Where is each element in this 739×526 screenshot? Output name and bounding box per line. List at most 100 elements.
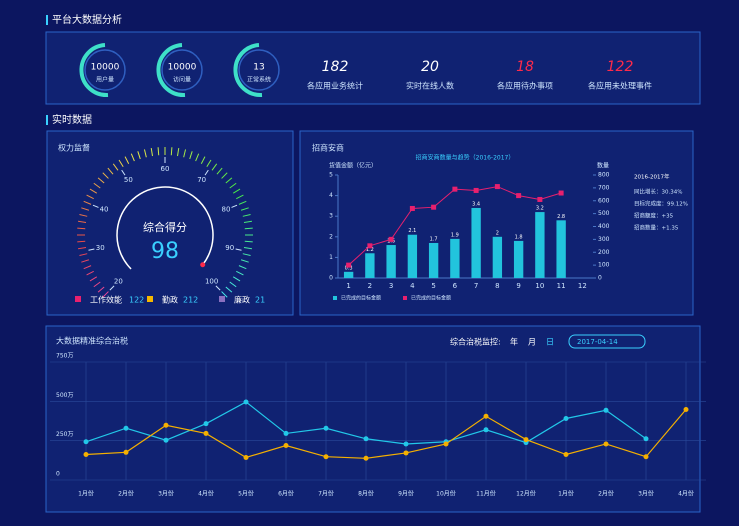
gauge-scale bbox=[238, 200, 247, 205]
x-tick-label: 12月份 bbox=[516, 490, 536, 498]
gauge-tick-label: 100 bbox=[205, 278, 218, 286]
line bbox=[85, 409, 687, 459]
stat-value: 182 bbox=[322, 59, 349, 75]
bar-label: 1.9 bbox=[451, 232, 459, 238]
note: 2016-2017年 bbox=[634, 173, 670, 181]
x-tick-label: 5月份 bbox=[238, 490, 254, 498]
ring-label: 访问量 bbox=[173, 76, 191, 84]
bar-label: 3.4 bbox=[472, 201, 480, 207]
bar bbox=[407, 234, 418, 278]
x-tick-label: 11月份 bbox=[476, 490, 496, 498]
gauge-scale bbox=[216, 167, 223, 175]
bar bbox=[535, 212, 545, 278]
line-point bbox=[558, 190, 564, 196]
page-title: 平台大数据分析 bbox=[52, 13, 122, 26]
bar bbox=[428, 242, 439, 278]
line-point bbox=[431, 204, 437, 210]
gauge-scale bbox=[112, 163, 119, 171]
line-point bbox=[643, 454, 649, 460]
gauge-tick bbox=[235, 248, 242, 251]
gauge-tick-label: 90 bbox=[225, 244, 234, 252]
bar-label: 2 bbox=[496, 230, 499, 236]
line-point bbox=[388, 236, 394, 242]
line-point bbox=[163, 437, 169, 443]
gauge-tick-label: 40 bbox=[100, 206, 109, 214]
gauge-scale bbox=[221, 291, 228, 298]
legend-value: 122 bbox=[129, 296, 144, 305]
legend-value: 21 bbox=[255, 296, 265, 305]
line-point bbox=[283, 430, 289, 436]
gauge-center-label: 综合得分 bbox=[143, 220, 187, 234]
line-point bbox=[363, 436, 369, 442]
gauge-scale bbox=[107, 167, 114, 175]
x-tick-label: 11 bbox=[557, 282, 566, 290]
x-tick-label: 5 bbox=[431, 282, 435, 290]
ring-arc bbox=[79, 43, 109, 98]
line-point bbox=[203, 430, 209, 436]
line-point bbox=[163, 422, 169, 428]
y-tick-label: 5 bbox=[329, 172, 333, 179]
gauge-tick bbox=[121, 169, 126, 176]
gauge-panel bbox=[46, 130, 294, 316]
bar-label: 1.2 bbox=[366, 247, 374, 253]
x-tick-label: 8 bbox=[495, 282, 499, 290]
stat-value: 18 bbox=[516, 59, 534, 75]
line-point bbox=[363, 455, 369, 461]
ring-arc bbox=[233, 43, 263, 98]
y-tick-label: 250万 bbox=[56, 431, 73, 438]
gauge-scale bbox=[97, 286, 105, 293]
line-point bbox=[409, 205, 415, 211]
gauge-tick bbox=[215, 285, 221, 291]
bar-label: 2.8 bbox=[557, 214, 565, 220]
y2-tick-label: 100 bbox=[598, 262, 610, 269]
stat-label: 各应用未处理事件 bbox=[588, 81, 652, 91]
gauge-scale bbox=[93, 182, 101, 189]
line-point bbox=[683, 407, 689, 413]
y2-tick-label: 800 bbox=[598, 172, 610, 179]
line-point bbox=[563, 452, 569, 458]
x-tick-label: 4 bbox=[410, 282, 415, 290]
gauge-scale bbox=[77, 240, 86, 243]
stat-label: 各应用待办事项 bbox=[497, 81, 553, 91]
line-point bbox=[243, 399, 249, 405]
x-tick-label: 1月份 bbox=[78, 490, 94, 498]
x-tick-label: 8月份 bbox=[358, 490, 374, 498]
gauge-scale bbox=[83, 200, 92, 205]
line-point bbox=[323, 454, 329, 460]
note: 同比增长：30.34% bbox=[634, 188, 682, 196]
note: 招商数量：+1.35 bbox=[634, 224, 679, 232]
x-tick-label: 6 bbox=[453, 282, 458, 290]
gauge-scale bbox=[240, 207, 249, 211]
legend-name: 工作效能 bbox=[90, 295, 122, 305]
x-tick-label: 12 bbox=[578, 282, 587, 290]
line-point bbox=[516, 193, 522, 199]
gauge-tick-label: 70 bbox=[197, 176, 206, 184]
gauge-tick bbox=[88, 248, 95, 251]
gauge-scale bbox=[143, 149, 147, 158]
gauge-scale bbox=[81, 207, 90, 211]
y2-tick-label: 200 bbox=[598, 249, 610, 256]
gauge-scale bbox=[243, 247, 252, 250]
line-point bbox=[443, 441, 449, 447]
gauge-scale bbox=[157, 147, 160, 156]
stat-label: 各应用业务统计 bbox=[307, 81, 363, 91]
line-point bbox=[473, 187, 479, 193]
gauge-tick-label: 50 bbox=[124, 176, 133, 184]
gauge-scale bbox=[225, 286, 233, 293]
line-point bbox=[403, 450, 409, 456]
line-point bbox=[537, 196, 543, 202]
y2-tick-label: 300 bbox=[598, 236, 610, 243]
date-box bbox=[568, 334, 646, 349]
bar-label: 3.2 bbox=[536, 206, 544, 212]
x-tick-label: 3月份 bbox=[638, 490, 654, 498]
line-point bbox=[523, 437, 529, 443]
gauge-tick bbox=[231, 204, 238, 208]
gauge-scale bbox=[243, 220, 252, 223]
gauge-scale bbox=[200, 156, 206, 164]
gauge-scale bbox=[102, 291, 109, 298]
gauge-scale bbox=[78, 247, 87, 250]
line-point bbox=[494, 184, 500, 190]
ring bbox=[238, 49, 280, 91]
gauge-scale bbox=[232, 188, 241, 194]
gauge-tick bbox=[109, 285, 115, 291]
